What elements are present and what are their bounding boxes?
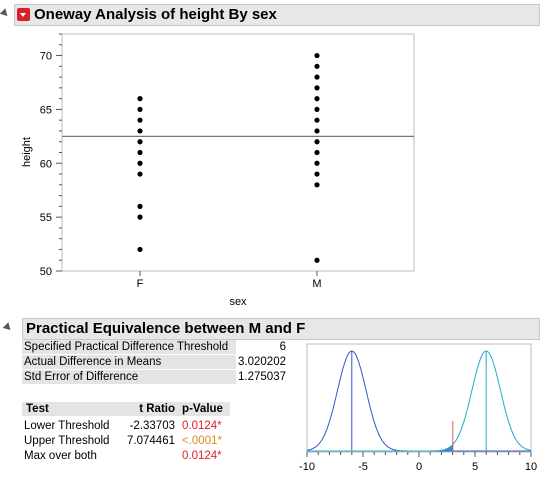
summary-label: Std Error of Difference — [22, 370, 236, 384]
data-point — [137, 117, 143, 123]
data-point — [137, 139, 143, 145]
data-point — [314, 85, 320, 91]
data-point — [314, 171, 320, 177]
x-tick-label: 10 — [525, 461, 537, 473]
data-point — [314, 128, 320, 134]
y-axis: 50 55 60 65 70 — [40, 33, 62, 278]
equivalence-header: Practical Equivalence between M and F — [22, 318, 540, 340]
shaded-tail — [419, 444, 453, 451]
data-point — [137, 171, 143, 177]
data-point — [314, 117, 320, 123]
plot-frame — [61, 33, 415, 272]
x-tick-label: F — [137, 278, 144, 290]
summary-value: 1.275037 — [238, 371, 286, 383]
data-point — [314, 139, 320, 145]
data-point — [137, 160, 143, 166]
t-ratio: 7.074461 — [127, 435, 175, 447]
summary-value: 3.020202 — [238, 356, 286, 368]
test-name: Upper Threshold — [24, 435, 110, 447]
data-point — [314, 182, 320, 188]
y-tick-label: 65 — [40, 104, 52, 116]
data-point — [137, 203, 143, 209]
data-point — [137, 128, 143, 134]
density-curves — [306, 350, 532, 452]
data-point — [137, 149, 143, 156]
summary-label: Actual Difference in Means — [22, 355, 236, 369]
t-ratio-header: t Ratio — [118, 402, 175, 416]
data-point — [137, 214, 143, 220]
y-tick-label: 60 — [40, 158, 52, 170]
plot-frame — [306, 343, 532, 453]
test-header: Test — [22, 402, 118, 416]
y-tick-label: 55 — [40, 212, 52, 224]
disclosure-icon[interactable] — [0, 8, 11, 19]
oneway-title: Oneway Analysis of height By sex — [34, 6, 277, 23]
y-axis-label: height — [21, 137, 33, 167]
x-axis: -10 -5 0 5 10 — [299, 452, 537, 473]
x-tick-label: -5 — [358, 461, 368, 473]
data-point — [137, 106, 143, 113]
data-point — [314, 52, 320, 59]
t-ratio: -2.33703 — [129, 420, 175, 432]
x-tick-label: M — [312, 278, 321, 290]
p-value-header: p-Value — [175, 402, 230, 416]
data-point — [314, 257, 320, 263]
y-tick-label: 70 — [40, 51, 52, 63]
data-point — [314, 96, 320, 102]
disclosure-icon[interactable] — [2, 322, 14, 333]
data-point — [314, 74, 320, 80]
x-tick-label: 5 — [472, 461, 478, 473]
x-axis-label: sex — [229, 296, 247, 308]
data-point — [137, 246, 143, 253]
test-name: Lower Threshold — [24, 420, 110, 432]
x-tick-label: 0 — [416, 461, 422, 473]
summary-value: 6 — [279, 341, 286, 353]
p-value: 0.0124* — [182, 420, 222, 432]
test-name: Max over both — [24, 450, 97, 462]
p-value: 0.0124* — [182, 450, 222, 462]
x-tick-label: -10 — [299, 461, 315, 473]
summary-label: Specified Practical Difference Threshold — [22, 340, 236, 354]
data-point — [314, 160, 320, 166]
red-triangle-menu-icon[interactable] — [17, 8, 30, 21]
equivalence-title: Practical Equivalence between M and F — [26, 320, 306, 337]
data-point — [137, 96, 143, 102]
data-points — [62, 52, 414, 263]
oneway-header: Oneway Analysis of height By sex — [14, 4, 540, 26]
y-tick-label: 50 — [40, 266, 52, 278]
data-point — [314, 63, 320, 69]
data-point — [314, 149, 320, 156]
p-value: <.0001* — [182, 435, 222, 447]
equivalence-plot: -10 -5 0 5 10 — [299, 343, 537, 473]
data-point — [314, 106, 320, 113]
